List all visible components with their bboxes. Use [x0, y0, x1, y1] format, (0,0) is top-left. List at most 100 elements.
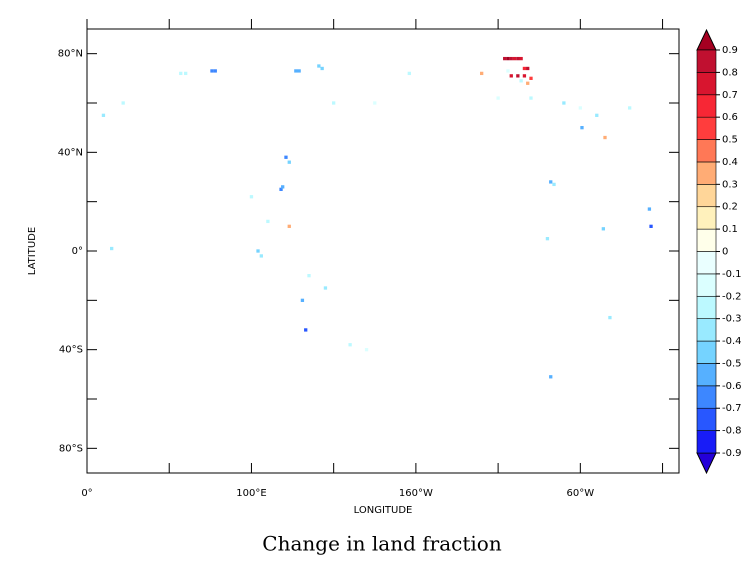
colorbar-label: 0.2: [722, 202, 738, 213]
cell: [506, 56, 510, 61]
colorbar-box: [696, 228, 717, 252]
chart-title: Change in land fraction: [262, 532, 502, 556]
colorbar-label: -0.5: [722, 358, 742, 369]
colorbar-box: [696, 206, 717, 230]
cell: [287, 224, 291, 228]
colorbar-box: [696, 184, 717, 208]
colorbar-label: -0.6: [722, 381, 742, 392]
cell: [580, 126, 584, 130]
cell: [259, 254, 263, 258]
y-tick-label: 80°S: [59, 443, 83, 454]
cell: [373, 101, 377, 105]
colorbar-label: 0.5: [722, 135, 738, 146]
cell: [266, 219, 270, 224]
cell: [179, 71, 183, 76]
colorbar-label: -0.7: [722, 403, 742, 414]
colorbar-box: [696, 340, 717, 364]
colorbar-box: [696, 72, 717, 96]
cell: [364, 348, 369, 352]
cell: [549, 180, 553, 184]
cell: [526, 81, 530, 85]
cell: [213, 69, 217, 73]
cell: [323, 286, 328, 290]
cell: [110, 246, 114, 251]
colorbar-box: [696, 363, 717, 387]
cell: [506, 69, 510, 73]
colorbar-box: [696, 407, 717, 431]
cell: [545, 237, 550, 241]
cell: [281, 185, 285, 189]
y-axis-label: LATITUDE: [27, 227, 38, 275]
cell: [307, 274, 311, 278]
cell: [496, 96, 500, 100]
cell: [522, 66, 527, 71]
cell: [578, 106, 582, 110]
cell: [522, 74, 527, 78]
cell: [121, 101, 125, 105]
cell: [284, 155, 288, 159]
cell: [509, 74, 513, 78]
colorbar-label: -0.1: [722, 269, 742, 280]
colorbar-label: -0.2: [722, 291, 742, 302]
colorbar-box: [696, 49, 717, 73]
cell: [279, 187, 283, 191]
colorbar-box: [696, 251, 717, 275]
cell: [210, 69, 214, 73]
cell: [101, 113, 106, 117]
colorbar-label: 0.4: [722, 157, 738, 168]
cell: [184, 71, 188, 76]
cell: [480, 71, 484, 76]
cell: [503, 56, 507, 61]
x-tick-label: 160°W: [399, 488, 433, 499]
cell: [509, 56, 513, 61]
x-tick-label: 0°: [81, 488, 92, 499]
colorbar-box: [696, 318, 717, 342]
y-tick-label: 0°: [72, 246, 83, 257]
colorbar-top-triangle: [696, 28, 717, 51]
cell: [512, 56, 517, 61]
cell: [628, 106, 632, 110]
colorbar-box: [696, 161, 717, 185]
cell: [562, 101, 566, 105]
cell: [549, 375, 553, 379]
colorbar-box: [696, 385, 717, 409]
cell: [256, 249, 260, 253]
colorbar-box: [696, 295, 717, 319]
x-axis-label: LONGITUDE: [354, 505, 413, 516]
cell: [516, 74, 520, 78]
colorbar-label: 0.8: [722, 67, 738, 78]
colorbar-bottom-triangle: [696, 452, 717, 475]
cell: [603, 135, 607, 140]
colorbar-box: [696, 94, 717, 118]
cell: [526, 66, 530, 71]
colorbar-box: [696, 430, 717, 454]
cell: [317, 64, 321, 68]
cell: [332, 101, 336, 105]
colorbar-label: 0.9: [722, 45, 738, 56]
colorbar-label: 0: [722, 247, 728, 258]
cell: [529, 96, 533, 100]
colorbar-label: -0.8: [722, 426, 742, 437]
y-tick-label: 40°S: [59, 345, 83, 356]
cell: [304, 328, 308, 332]
cell: [300, 298, 305, 302]
cell: [294, 69, 298, 73]
colorbar-label: 0.1: [722, 224, 738, 235]
cell: [519, 56, 523, 61]
x-tick-label: 60°W: [567, 488, 595, 499]
cell: [287, 160, 291, 164]
plot-frame: [86, 28, 680, 474]
cell: [529, 76, 533, 80]
cell: [297, 69, 301, 73]
colorbar-label: -0.4: [722, 336, 742, 347]
cell: [516, 56, 520, 61]
colorbar-box: [696, 273, 717, 297]
cell: [601, 227, 606, 231]
cell: [348, 343, 352, 347]
cell: [320, 66, 324, 71]
cell: [595, 113, 599, 117]
cell: [552, 182, 556, 187]
y-tick-label: 40°N: [58, 147, 83, 158]
cell: [249, 195, 254, 199]
